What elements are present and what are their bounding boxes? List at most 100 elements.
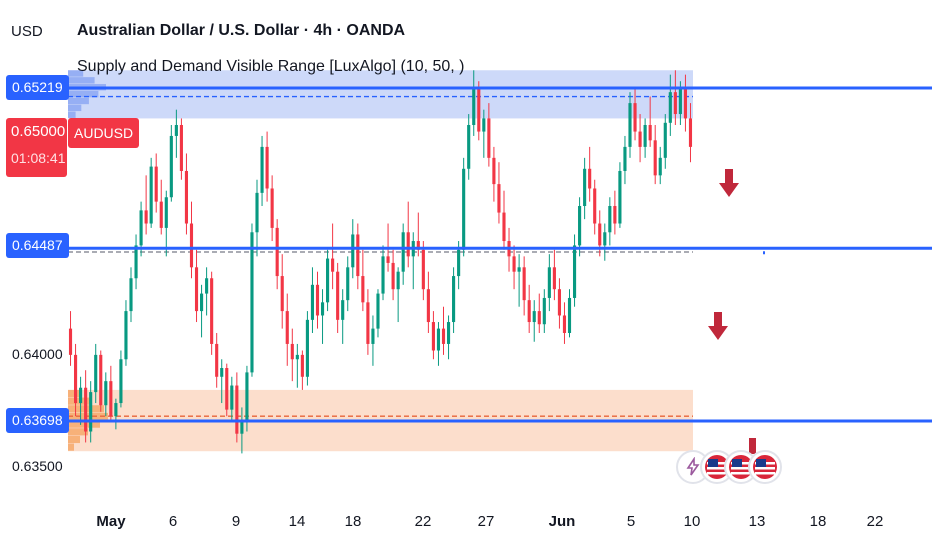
candle-body (426, 289, 430, 323)
time-tick: 22 (414, 513, 432, 530)
down-arrow-icon (708, 312, 728, 340)
candle-body (431, 322, 435, 351)
candle-body (441, 328, 446, 344)
candle-body (678, 87, 682, 115)
candle-body (210, 278, 214, 344)
candle-body (275, 227, 279, 277)
candle-body (653, 140, 657, 176)
candle-body (583, 168, 587, 207)
candle-body (673, 92, 677, 115)
candle-body (235, 385, 239, 434)
time-tick: 18 (809, 513, 827, 530)
candle-body (94, 354, 98, 393)
candle-body (124, 311, 128, 360)
candle-body (73, 354, 78, 404)
time-tick: 14 (288, 513, 306, 530)
candle-body (608, 206, 612, 233)
supply-zone (68, 70, 693, 119)
indicator-legend[interactable]: Supply and Demand Visible Range [LuxAlgo… (77, 58, 465, 75)
time-tick: 13 (748, 513, 766, 530)
currency-label[interactable]: USD (11, 23, 43, 40)
candle-body (683, 87, 688, 119)
candle-body (159, 201, 163, 228)
candle-body (114, 403, 118, 417)
candle-body (472, 87, 476, 125)
candle-body (245, 372, 249, 421)
down-arrow-icon (719, 169, 739, 197)
symbol-tag[interactable]: AUDUSD (68, 118, 140, 148)
candle-body (578, 206, 582, 246)
candle-body (174, 125, 178, 136)
candle-body (351, 234, 355, 268)
candle-body (215, 343, 219, 377)
candle-body (315, 284, 320, 316)
candle-body (643, 125, 647, 147)
chart-title: Australian Dollar / U.S. Dollar · 4h · O… (77, 22, 406, 39)
candle-body (598, 223, 602, 246)
candle-body (225, 368, 229, 410)
time-tick: 10 (683, 513, 701, 530)
price-label-upper-level[interactable]: 0.65219 (6, 75, 69, 100)
candle-body (416, 241, 420, 250)
candle-body (547, 267, 551, 298)
candle-body (169, 135, 173, 198)
candle-body (618, 170, 622, 224)
candle-body (346, 267, 350, 301)
price-label-lower-level[interactable]: 0.63698 (6, 408, 69, 433)
candle-body (446, 322, 451, 344)
candle-body (688, 118, 693, 147)
candle-body (406, 232, 410, 257)
supply-volume-bar (68, 77, 95, 84)
candle-body (603, 232, 607, 246)
candle-body (613, 206, 617, 224)
candle-body (84, 387, 88, 432)
candle-body (567, 297, 572, 333)
candle-body (522, 267, 526, 301)
candle-body (457, 249, 461, 277)
candle-body (205, 278, 209, 294)
candle-body (194, 267, 199, 312)
candle-body (305, 319, 309, 377)
candle-body (179, 125, 183, 171)
candle-body (502, 212, 506, 242)
candle-body (401, 232, 405, 272)
candle-body (497, 184, 501, 213)
us-flag-icon[interactable] (748, 450, 782, 484)
candle-body (391, 262, 395, 290)
candle-body (381, 256, 385, 294)
candle-body (366, 302, 370, 344)
candle-body (139, 210, 143, 246)
demand-volume-bar (68, 443, 74, 451)
candle-body (220, 368, 224, 377)
candle-body (79, 387, 83, 404)
candle-body (89, 392, 93, 432)
candle-body (99, 354, 103, 406)
candle-body (184, 170, 189, 224)
candle-body (633, 103, 637, 132)
candle-body (341, 300, 345, 320)
candle-body (310, 284, 315, 320)
supply-volume-bar (68, 104, 82, 112)
candle-body (300, 354, 304, 377)
candle-body (658, 157, 662, 176)
price-label-middle-level[interactable]: 0.64487 (6, 233, 69, 258)
candle-body (512, 256, 516, 272)
supply-volume-bar (68, 90, 99, 98)
candle-body (149, 166, 153, 224)
candle-body (562, 315, 567, 333)
candle-body (285, 311, 289, 344)
candle-body (290, 343, 294, 360)
candle-body (542, 297, 546, 325)
candle-body (467, 125, 471, 169)
live-price: 0.65000 (11, 123, 66, 140)
candle-body (230, 385, 234, 410)
candle-body (109, 381, 113, 417)
demand-volume-bar (68, 420, 100, 428)
candle-body (326, 258, 330, 303)
candle-body (532, 311, 536, 323)
candle-body (623, 146, 627, 171)
candle-body (663, 122, 667, 158)
candle-body (295, 354, 299, 360)
